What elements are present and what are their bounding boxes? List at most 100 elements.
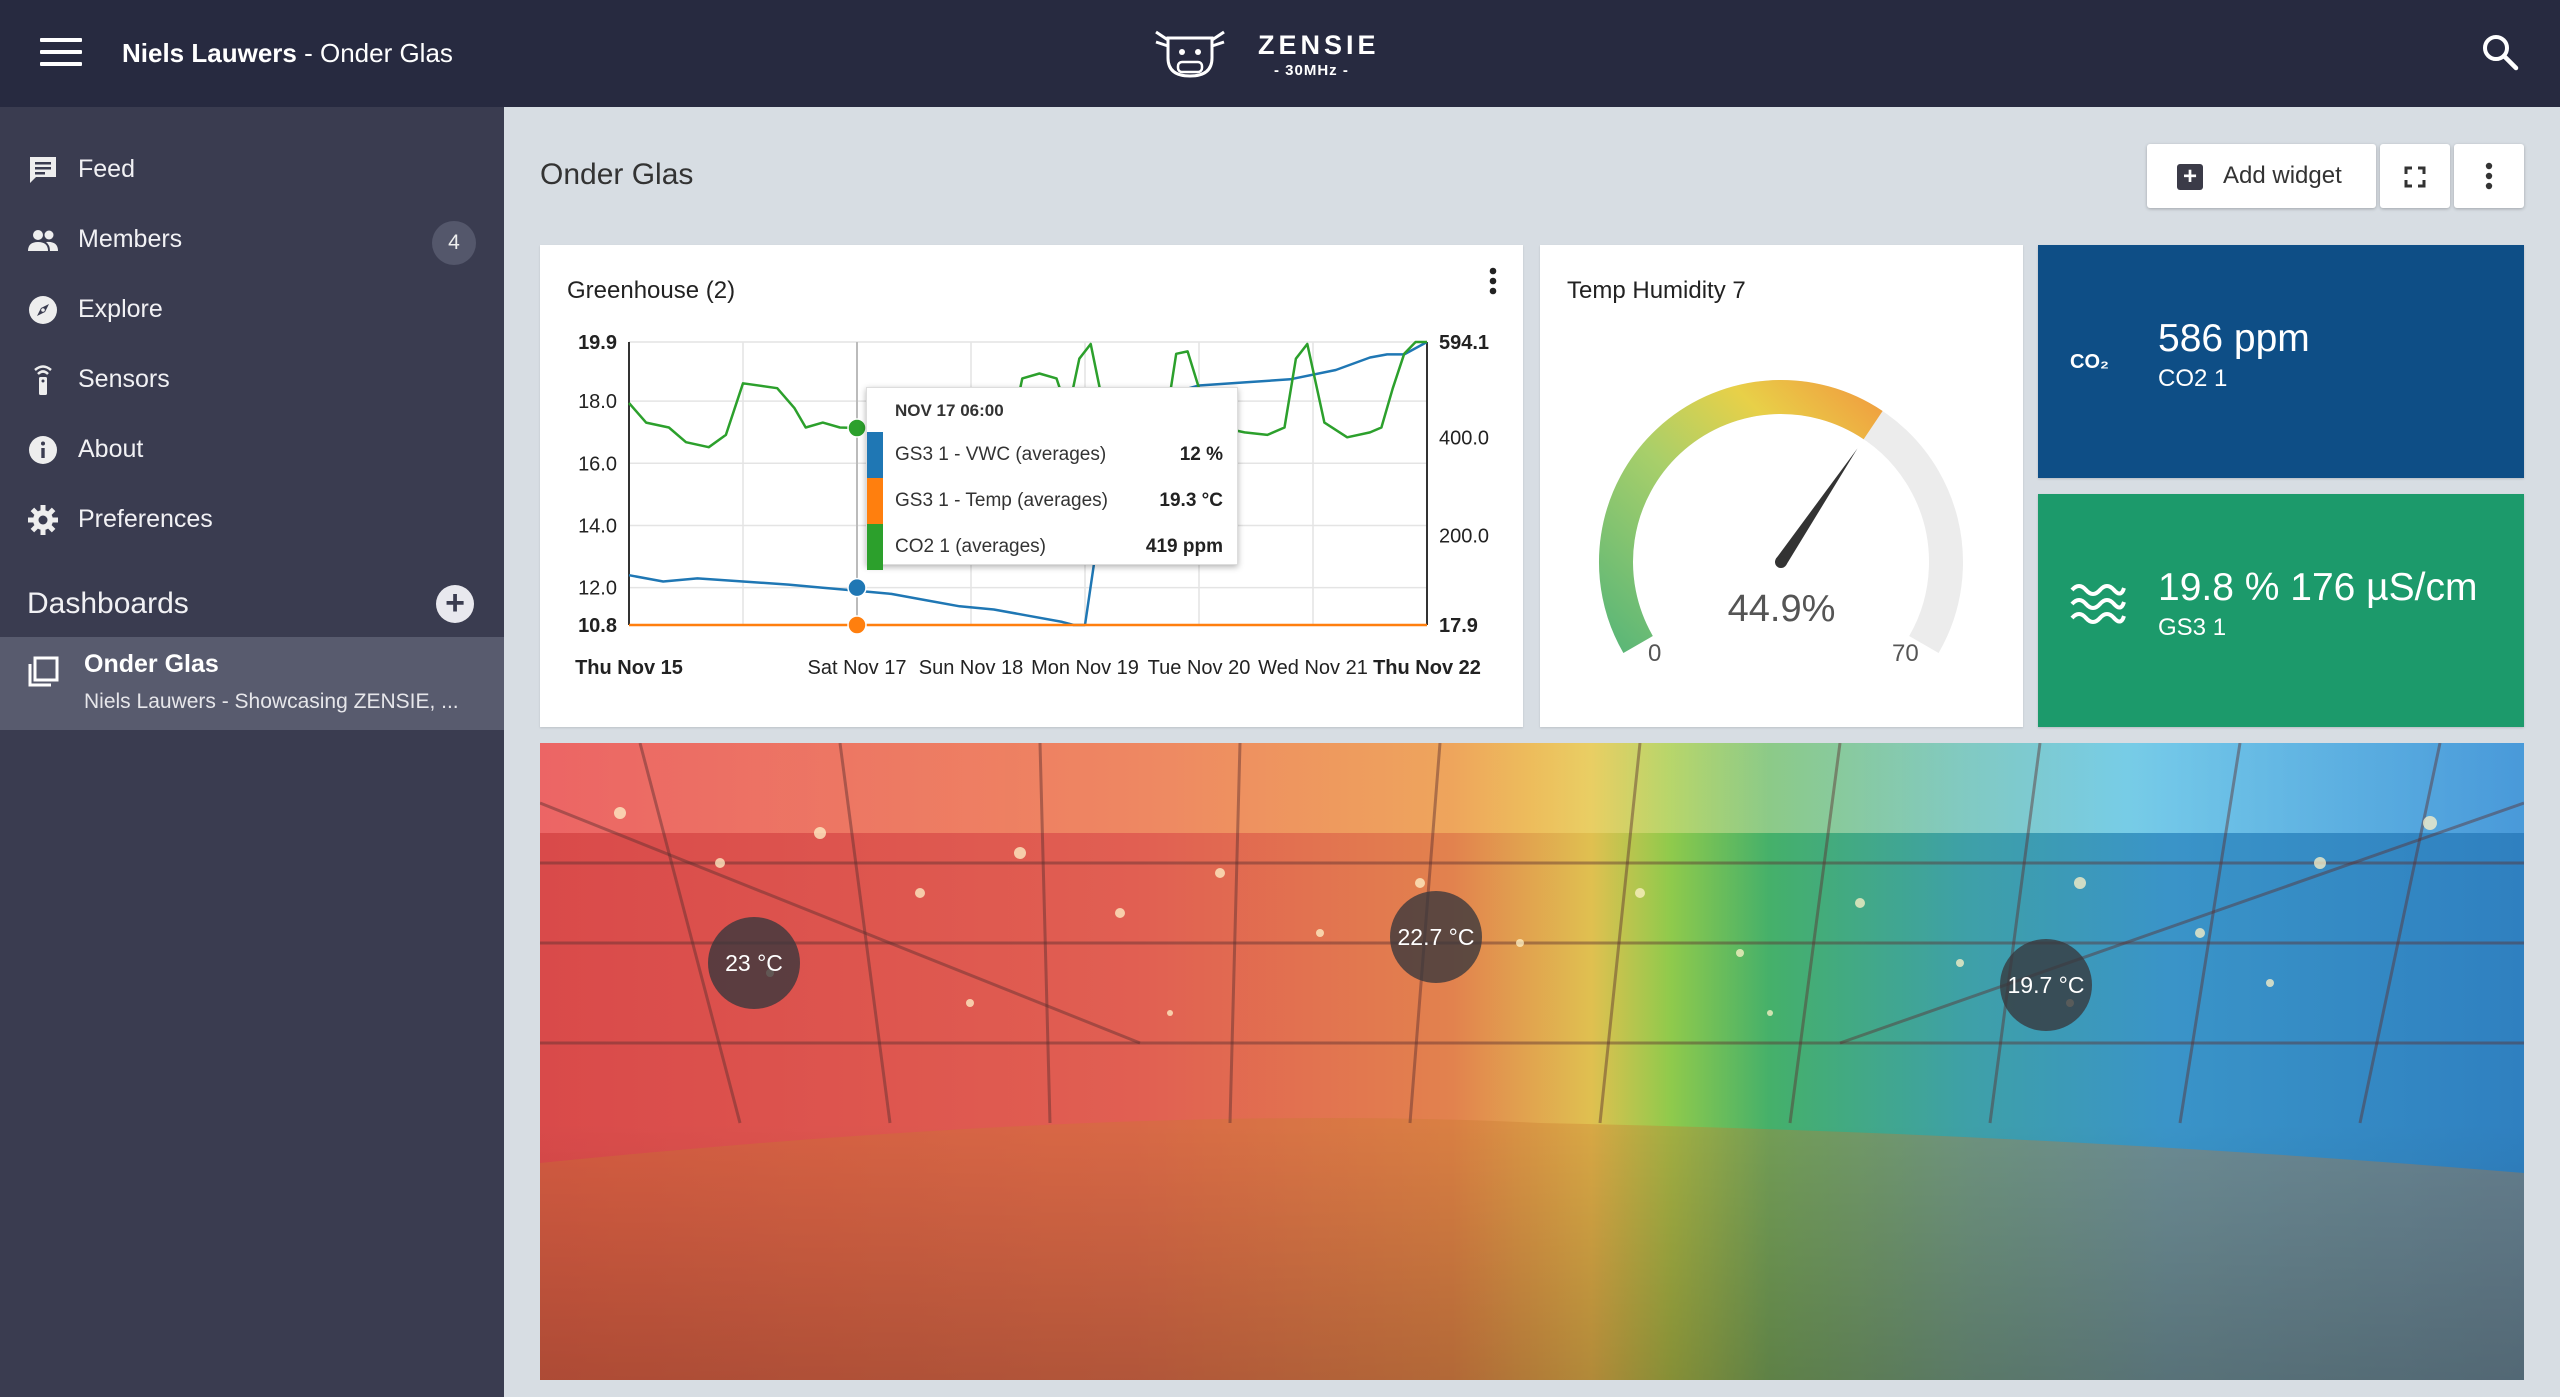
tooltip-series-value: 419 ppm bbox=[1145, 536, 1223, 557]
gauge-chart bbox=[1599, 380, 1963, 653]
y-left-tick-label: 12.0 bbox=[578, 578, 617, 600]
chart-tooltip: NOV 17 06:00 GS3 1 - VWC (averages) 12 %… bbox=[866, 387, 1239, 570]
sidebar-item-label: Feed bbox=[78, 155, 135, 183]
add-widget-label: Add widget bbox=[2223, 162, 2342, 189]
sidebar-item-label: About bbox=[78, 435, 144, 463]
y-right-tick-label: 17.9 bbox=[1439, 615, 1478, 637]
x-tick-label: Wed Nov 21 bbox=[1258, 657, 1368, 679]
sidebar-item-preferences[interactable]: Preferences bbox=[0, 487, 504, 551]
x-tick-label: Sat Nov 17 bbox=[808, 657, 907, 679]
dashboard-item-onder-glas[interactable]: Onder Glas Niels Lauwers - Showcasing ZE… bbox=[0, 637, 504, 730]
sidebar-item-about[interactable]: About bbox=[0, 417, 504, 481]
more-options-button[interactable] bbox=[2454, 144, 2524, 208]
sidebar-item-label: Explore bbox=[78, 295, 163, 323]
members-icon bbox=[28, 230, 58, 251]
gear-icon bbox=[28, 505, 58, 535]
waves-icon bbox=[2070, 584, 2126, 624]
y-right-tick-label: 594.1 bbox=[1439, 332, 1489, 354]
y-right-tick-label: 400.0 bbox=[1439, 427, 1489, 449]
add-widget-button[interactable]: + Add widget bbox=[2147, 144, 2376, 208]
topbar-project: Onder Glas bbox=[319, 38, 453, 68]
add-icon: + bbox=[2177, 164, 2203, 190]
heatmap-temp-marker[interactable]: 23 °C bbox=[708, 917, 800, 1009]
x-tick-label: Thu Nov 15 bbox=[575, 657, 683, 679]
tooltip-row: GS3 1 - VWC (averages) 12 % bbox=[867, 432, 1239, 478]
sidebar-item-feed[interactable]: Feed bbox=[0, 137, 504, 201]
gauge-fill bbox=[1599, 380, 1883, 653]
gauge-max-label: 70 bbox=[1892, 640, 1919, 667]
series-line bbox=[628, 340, 1427, 449]
co2-tile-label: CO2 1 bbox=[2158, 365, 2228, 392]
more-vert-icon bbox=[2485, 162, 2493, 190]
y-left-tick-label: 18.0 bbox=[578, 391, 617, 413]
greenhouse-heatmap-image bbox=[540, 743, 2524, 1380]
gauge-needle bbox=[1776, 448, 1858, 566]
x-tick-label: Sun Nov 18 bbox=[919, 657, 1024, 679]
sidebar-item-explore[interactable]: Explore bbox=[0, 277, 504, 341]
tooltip-swatch-vwc bbox=[867, 432, 883, 478]
search-icon[interactable] bbox=[2478, 30, 2524, 76]
co2-tile[interactable]: CO₂ 586 ppm CO2 1 bbox=[2038, 245, 2524, 478]
gs3-tile-label: GS3 1 bbox=[2158, 614, 2227, 641]
dashboards-heading: Dashboards bbox=[27, 587, 189, 620]
logo-text: ZENSIE bbox=[1258, 30, 1380, 60]
heatmap-temp-marker[interactable]: 19.7 °C bbox=[2000, 939, 2092, 1031]
sidebar-item-label: Preferences bbox=[78, 505, 213, 533]
gauge-value: 44.9% bbox=[1727, 588, 1836, 630]
sidebar-item-label: Members bbox=[78, 225, 183, 253]
gauge-needle-hub bbox=[1775, 556, 1787, 568]
topbar-title: Niels Lauwers - Onder Glas bbox=[122, 38, 453, 69]
co2-icon: CO₂ bbox=[2070, 351, 2109, 373]
info-icon bbox=[29, 436, 57, 464]
menu-icon[interactable] bbox=[40, 38, 82, 68]
gs3-tile[interactable]: 19.8 % 176 µS/cm GS3 1 bbox=[2038, 494, 2524, 727]
sensors-icon bbox=[34, 365, 52, 395]
y-left-tick-label: 19.9 bbox=[578, 332, 617, 354]
series-line bbox=[628, 340, 1428, 627]
co2-tile-value: 586 ppm bbox=[2158, 317, 2310, 360]
explore-icon bbox=[29, 296, 57, 324]
x-tick-label: Mon Nov 19 bbox=[1031, 657, 1139, 679]
topbar-user-name: Niels Lauwers bbox=[122, 38, 297, 68]
members-count-badge: 4 bbox=[432, 221, 476, 265]
gauge-widget[interactable]: Temp Humidity 7 44.9% 0 70 bbox=[1540, 245, 2023, 727]
page-title: Onder Glas bbox=[540, 158, 694, 191]
topbar-separator: - bbox=[296, 38, 320, 68]
tooltip-swatch-temp bbox=[867, 478, 883, 524]
heatmap-temp-marker[interactable]: 22.7 °C bbox=[1390, 891, 1482, 983]
tooltip-header: NOV 17 06:00 bbox=[895, 401, 1004, 420]
sidebar-item-members[interactable]: Members 4 bbox=[0, 207, 504, 271]
greenhouse-heatmap-widget[interactable]: 23 °C 22.7 °C 19.7 °C bbox=[540, 743, 2524, 1380]
chart-widget: Greenhouse (2) 19.9 18.0 16.0 14.0 12.0 10.8 5… bbox=[540, 245, 1523, 727]
tooltip-series-name: CO2 1 (averages) bbox=[895, 536, 1047, 557]
hover-point bbox=[847, 615, 867, 635]
line-chart[interactable]: 19.9 18.0 16.0 14.0 12.0 10.8 594.1 400.0 200.0 1… bbox=[540, 245, 1523, 727]
add-dashboard-button[interactable]: + bbox=[436, 585, 474, 623]
hover-point bbox=[847, 418, 867, 438]
gauge-min-label: 0 bbox=[1648, 640, 1662, 667]
chart-menu-icon[interactable] bbox=[1486, 265, 1500, 299]
dashboard-item-subtitle: Niels Lauwers - Showcasing ZENSIE, ... bbox=[84, 690, 459, 713]
y-left-tick-label: 16.0 bbox=[578, 453, 617, 475]
dashboard-item-name: Onder Glas bbox=[84, 650, 219, 678]
cow-logo-icon bbox=[1155, 30, 1225, 78]
zensie-logo[interactable]: ZENSIE - 30MHz - bbox=[1150, 24, 1390, 84]
gs3-tile-value: 19.8 % 176 µS/cm bbox=[2158, 566, 2478, 609]
feed-icon bbox=[30, 157, 56, 183]
tooltip-series-name: GS3 1 - VWC (averages) bbox=[895, 444, 1107, 465]
fullscreen-icon bbox=[2404, 166, 2426, 188]
dashboard-copy-icon bbox=[28, 656, 59, 687]
y-left-tick-label: 10.8 bbox=[578, 615, 617, 637]
sidebar: Feed Members 4 Explore Sensors About Pre… bbox=[0, 107, 504, 1397]
top-bar: Niels Lauwers - Onder Glas ZENSIE - 30MH… bbox=[0, 0, 2560, 107]
x-tick-label: Tue Nov 20 bbox=[1148, 657, 1251, 679]
tooltip-series-value: 19.3 °C bbox=[1159, 490, 1223, 511]
chart-widget-title: Greenhouse (2) bbox=[567, 277, 736, 304]
fullscreen-button[interactable] bbox=[2380, 144, 2450, 208]
x-tick-label: Thu Nov 22 bbox=[1373, 657, 1481, 679]
y-left-tick-label: 14.0 bbox=[578, 515, 617, 537]
y-right-tick-label: 200.0 bbox=[1439, 526, 1489, 548]
sidebar-item-sensors[interactable]: Sensors bbox=[0, 347, 504, 411]
tooltip-row: GS3 1 - Temp (averages) 19.3 °C bbox=[867, 478, 1239, 524]
tooltip-series-name: GS3 1 - Temp (averages) bbox=[895, 490, 1108, 511]
